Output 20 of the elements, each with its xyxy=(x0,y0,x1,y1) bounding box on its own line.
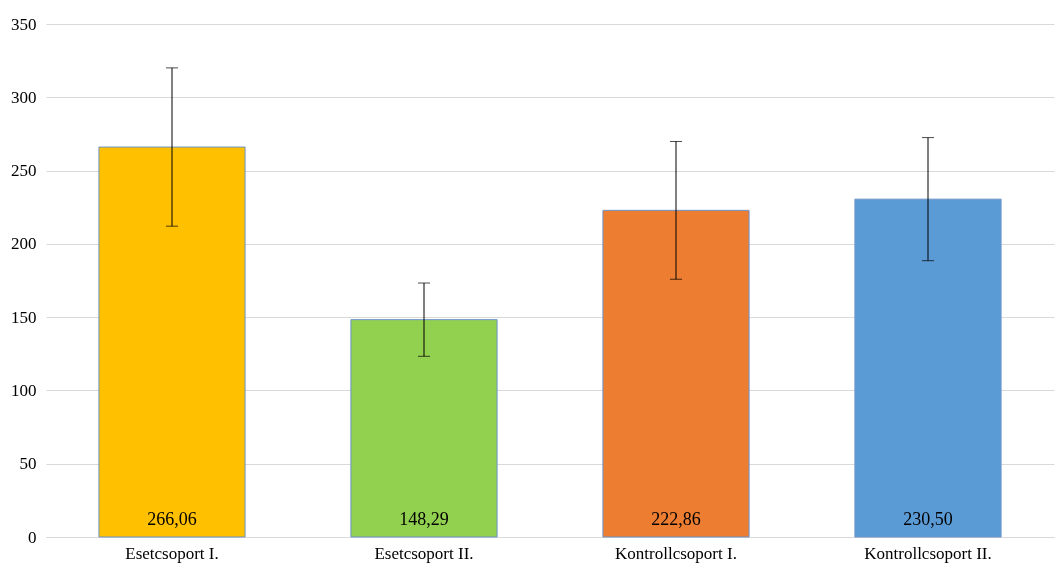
data-label: 230,50 xyxy=(903,509,953,529)
x-tick-label: Kontrollcsoport I. xyxy=(615,543,737,563)
data-label: 266,06 xyxy=(147,509,197,529)
y-tick-label: 250 xyxy=(11,161,37,181)
y-tick-label: 150 xyxy=(11,307,37,327)
bar xyxy=(350,319,498,538)
y-tick-label: 350 xyxy=(11,14,37,34)
bar xyxy=(98,146,246,538)
y-tick-label: 300 xyxy=(11,87,37,107)
y-tick-label: 200 xyxy=(11,234,37,254)
x-tick-label: Kontrollcsoport II. xyxy=(864,543,992,563)
y-tick-label: 0 xyxy=(28,527,37,547)
y-tick-label: 50 xyxy=(19,454,37,474)
bar xyxy=(602,209,750,538)
bar xyxy=(854,198,1002,538)
data-label: 148,29 xyxy=(399,509,449,529)
data-label: 222,86 xyxy=(651,509,701,529)
y-tick-label: 100 xyxy=(11,380,37,400)
x-tick-label: Esetcsoport II. xyxy=(374,543,474,563)
x-tick-label: Esetcsoport I. xyxy=(125,543,219,563)
